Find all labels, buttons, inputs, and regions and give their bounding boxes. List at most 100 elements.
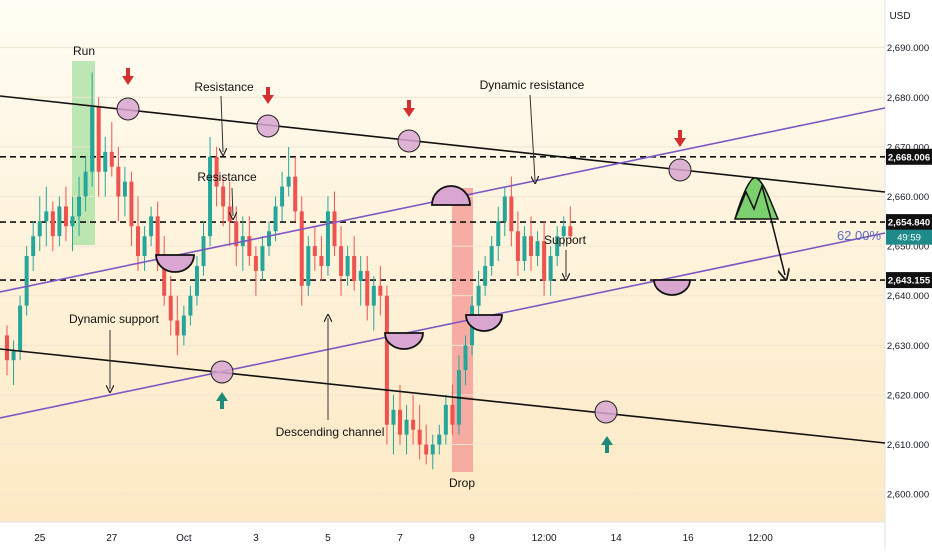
candle [162,236,167,306]
candle [404,404,409,455]
candle [142,226,147,271]
candle [181,305,186,346]
candle-body [489,246,494,266]
candle-body [37,221,42,237]
candle-body [378,285,383,296]
drop-label: Drop [449,476,475,490]
candle [267,221,271,257]
candle-body [83,171,88,197]
candle-body [24,256,29,306]
candle-body [568,226,573,237]
y-tick-label: 2,690.000 [887,43,929,54]
candle-body [319,256,324,266]
candle-body [384,295,389,425]
candle-body [293,176,298,212]
dynamic-support-label: Dynamic support [69,312,160,326]
arrow-down-icon-4 [674,130,686,147]
candle [83,156,88,212]
x-tick-label: 3 [253,533,259,544]
candle-body [398,409,402,435]
candle-body [417,429,422,445]
candle [50,201,55,252]
price-tag-layer: 2,668.006 2,654.840 2,643.155 49:59 [886,148,932,289]
candle-body [529,236,533,257]
candle-body [181,315,186,336]
grid-layer [0,47,885,495]
candle [411,394,416,445]
candle-body [522,236,527,261]
candle [57,196,62,247]
candle-body [155,216,160,257]
candle [424,424,429,465]
candle-body [535,241,540,257]
candle-body [208,156,213,237]
candle [70,196,75,252]
y-tick-label: 2,610.000 [887,440,929,451]
touch-circle-3 [397,129,421,153]
candle [149,206,154,247]
price-tag-label: 2,654.840 [888,218,930,229]
candle [483,256,488,296]
candle [358,256,363,306]
candle [365,256,370,321]
resistance-1-label: Resistance [194,80,254,94]
currency-label: USD [889,11,910,22]
touch-circle-1 [116,97,140,121]
price-tag-label: 2,668.006 [888,152,930,163]
candle [450,385,455,435]
axis-layer: USD 2,600.000 2,610.000 2,620.000 2,630.000… [34,11,929,544]
candle [116,146,121,222]
candle-body [162,256,167,296]
candle [345,246,350,286]
candle-body [116,166,121,197]
candle [489,236,494,276]
candle-body [57,206,62,237]
candle-body [273,206,278,232]
price-tag-bg [886,272,932,289]
x-tick-label: 14 [611,533,623,544]
candle-body [247,236,252,257]
candle [502,186,507,237]
candle [325,196,330,276]
current-price-tag-label: 49:59 [897,233,921,244]
candle [384,285,389,445]
candle-body [5,335,9,361]
candle-body [352,256,357,281]
candle-body [260,246,265,271]
candle [37,196,42,252]
candle [260,236,265,281]
candle-body [391,409,396,425]
x-tick-label: 5 [325,533,331,544]
candle-body [253,256,258,271]
candle [18,295,23,361]
x-tick-label: 7 [397,533,403,544]
candle-body [561,226,566,237]
candle [312,226,317,271]
candle-body [312,246,317,257]
x-tick-label: 12:00 [532,533,557,544]
candle [542,221,547,296]
candle-body [496,221,501,247]
candle-body [227,206,232,222]
y-tick-label: 2,680.000 [887,93,929,104]
dynamic-resistance-pointer [529,94,535,180]
candle-body [286,176,291,187]
candle-body [122,181,127,197]
arrow-down-icon-2 [262,87,274,104]
candle [352,236,357,291]
y-tick-label: 2,670.000 [887,142,929,153]
candle [109,122,114,177]
candle [430,434,435,470]
candle-body [149,216,154,237]
candle-body [129,181,134,227]
channel-upper-line [0,95,886,193]
candle [90,72,95,187]
candle [286,146,291,197]
candle [548,246,553,296]
arrow-down-icon-3 [403,100,415,117]
x-tick-label: 16 [683,533,695,544]
candle-body [463,345,468,371]
candle-body [509,196,514,232]
y-tick-label: 2,630.000 [887,341,929,352]
